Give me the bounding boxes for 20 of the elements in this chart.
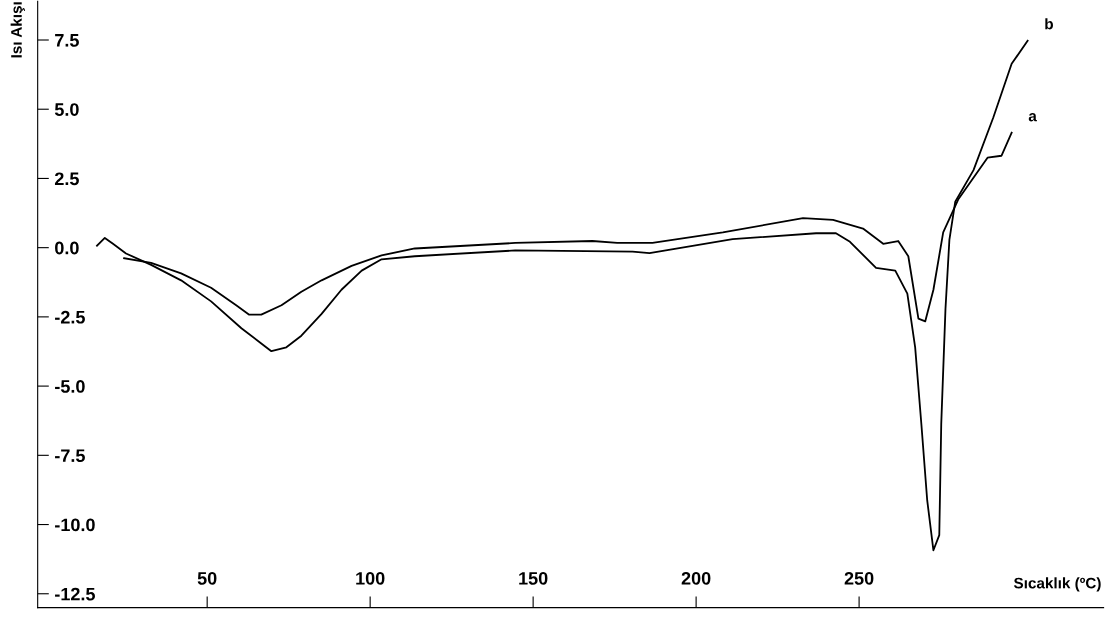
x-tick-label: 100 xyxy=(356,571,385,585)
y-tick-label: -5.0 xyxy=(55,380,85,393)
x-tick-label: 50 xyxy=(197,571,217,585)
y-axis-title: Isı Akışı xyxy=(10,2,25,58)
y-tick-label: -2.5 xyxy=(55,310,85,324)
series-label: b xyxy=(1045,18,1053,30)
y-tick-label: -12.5 xyxy=(55,587,95,601)
y-tick-label: -10.0 xyxy=(55,518,95,532)
y-tick-label: 2.5 xyxy=(54,172,79,186)
x-tick-label: 150 xyxy=(519,571,548,585)
y-tick-label: -7.5 xyxy=(55,449,85,463)
y-tick-label: 0.0 xyxy=(55,241,79,255)
x-axis-title: Sıcaklık (ºC) xyxy=(1013,577,1101,592)
line-series xyxy=(123,131,1013,323)
y-tick-label: 5.0 xyxy=(54,103,79,116)
series-label: a xyxy=(1028,113,1037,122)
x-tick-label: 250 xyxy=(844,571,874,585)
x-tick-label: 200 xyxy=(681,571,711,585)
y-tick-label: 7.5 xyxy=(55,34,79,47)
line-series xyxy=(96,39,1029,552)
